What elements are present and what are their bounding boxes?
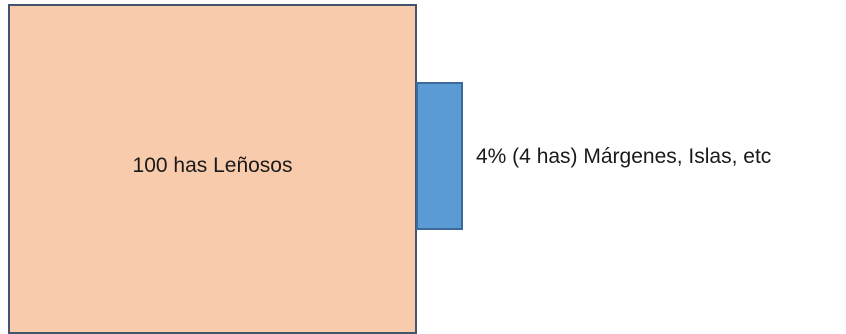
main-area-label: 100 has Leñosos bbox=[132, 154, 293, 177]
margin-area-block bbox=[416, 82, 463, 230]
main-area-block: 100 has Leñosos bbox=[8, 4, 417, 334]
area-comparison-diagram: 100 has Leñosos 4% (4 has) Márgenes, Isl… bbox=[8, 4, 772, 334]
margin-area-label: 4% (4 has) Márgenes, Islas, etc bbox=[476, 145, 772, 168]
